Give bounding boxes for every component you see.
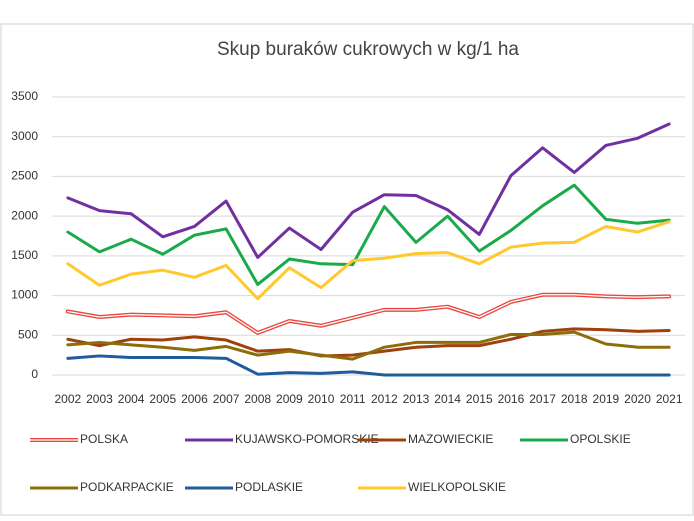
- series-line: [66, 220, 671, 301]
- series-line-inner: [67, 294, 670, 334]
- series-line: [66, 122, 671, 259]
- legend-label: PODLASKIE: [235, 480, 303, 494]
- x-tick-label: 2008: [244, 392, 271, 406]
- x-tick-label: 2006: [181, 392, 208, 406]
- x-tick-label: 2016: [498, 392, 525, 406]
- x-tick-label: 2021: [656, 392, 683, 406]
- legend-label: WIELKOPOLSKIE: [408, 480, 506, 494]
- y-tick-label: 3500: [11, 89, 38, 103]
- y-tick-label: 0: [31, 367, 38, 381]
- x-tick-label: 2010: [308, 392, 335, 406]
- legend-label: OPOLSKIE: [570, 432, 631, 446]
- x-tick-label: 2007: [213, 392, 240, 406]
- y-tick-label: 1000: [11, 288, 38, 302]
- chart-title: Skup buraków cukrowych w kg/1 ha: [217, 39, 519, 60]
- series-line: [66, 330, 671, 361]
- x-tick-label: 2005: [149, 392, 176, 406]
- y-tick-label: 500: [18, 327, 38, 341]
- x-tick-label: 2013: [403, 392, 430, 406]
- x-tick-label: 2011: [340, 392, 366, 406]
- y-tick-label: 3000: [11, 129, 38, 143]
- legend-label: MAZOWIECKIE: [408, 432, 493, 446]
- y-tick-label: 1500: [11, 248, 38, 262]
- x-tick-label: 2014: [434, 392, 461, 406]
- x-tick-label: 2018: [561, 392, 588, 406]
- legend-label: KUJAWSKO-POMORSKIE: [235, 432, 379, 446]
- legend-label: POLSKA: [80, 432, 128, 446]
- y-tick-label: 2000: [11, 208, 38, 222]
- x-tick-label: 2003: [86, 392, 113, 406]
- x-tick-label: 2017: [529, 392, 556, 406]
- series-line: [66, 354, 671, 377]
- x-tick-label: 2012: [371, 392, 398, 406]
- x-tick-label: 2004: [118, 392, 145, 406]
- series-line: [66, 183, 671, 286]
- x-tick-label: 2020: [624, 392, 651, 406]
- y-tick-label: 2500: [11, 169, 38, 183]
- x-tick-label: 2015: [466, 392, 493, 406]
- x-tick-label: 2002: [54, 392, 81, 406]
- chart-frame: [0, 23, 694, 516]
- x-tick-label: 2019: [593, 392, 620, 406]
- x-tick-label: 2009: [276, 392, 303, 406]
- legend-label: PODKARPACKIE: [80, 480, 174, 494]
